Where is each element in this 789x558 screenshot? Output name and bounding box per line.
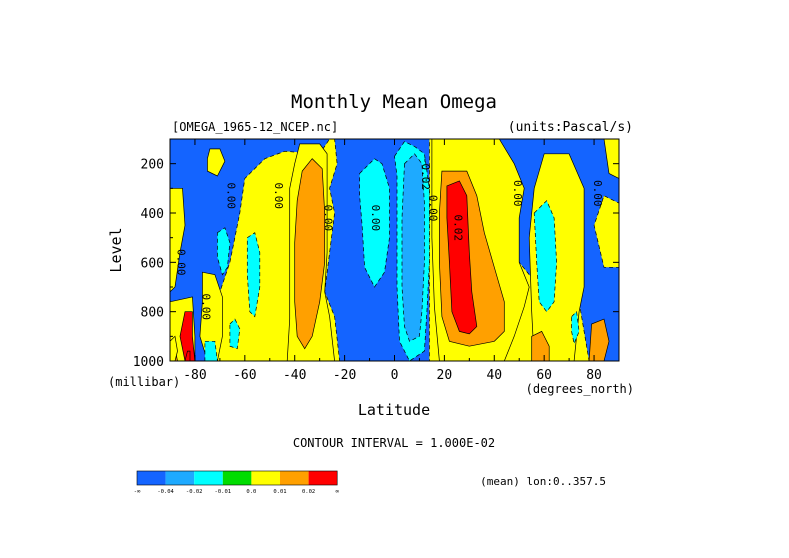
y-axis-ticks: 200 400 600 800 1000 [133, 138, 619, 370]
legend-swatch [280, 471, 309, 485]
y-tick-label: 600 [141, 256, 164, 271]
legend-label: 0.0 [246, 489, 256, 495]
contour-region [207, 148, 226, 177]
contour-label: 0.00 [369, 205, 382, 232]
contour-region [359, 158, 390, 288]
x-tick-label: -60 [233, 368, 256, 383]
contour-region [531, 330, 550, 361]
legend-label: 0.01 [273, 489, 286, 495]
y-tick-label: 1000 [133, 355, 164, 370]
contour-label: 0.00 [272, 182, 285, 209]
legend-label: -0.01 [215, 489, 232, 495]
contour-region [170, 187, 186, 293]
legend-label: -∞ [134, 489, 141, 495]
y-axis-unit: (millibar) [108, 375, 180, 389]
contour-label: 0.00 [224, 182, 237, 209]
legend-swatch [222, 471, 252, 485]
x-tick-label: 80 [586, 368, 602, 383]
x-tick-label: -40 [283, 368, 306, 383]
contour-region [603, 139, 619, 179]
contour-region [533, 200, 557, 313]
units-label: (units:Pascal/s) [508, 120, 633, 135]
contour-label: 0.00 [511, 180, 524, 207]
x-tick-label: 20 [437, 368, 453, 383]
x-tick-label: 40 [486, 368, 502, 383]
contour-region [401, 153, 425, 342]
y-tick-label: 400 [141, 207, 164, 222]
contour-region [184, 350, 191, 361]
y-tick-label: 200 [141, 158, 164, 173]
x-tick-label: 60 [536, 368, 552, 383]
contour-region [204, 340, 218, 361]
contour-label: 0.00 [199, 293, 212, 320]
legend-swatch [165, 471, 195, 485]
x-tick-label: -80 [183, 368, 206, 383]
x-tick-label: -20 [333, 368, 356, 383]
x-axis-ticks: -80 -60 -40 -20 0 20 40 60 80 [169, 139, 620, 383]
legend-swatch [137, 471, 166, 485]
contour-region [217, 227, 231, 276]
legend-swatch [251, 471, 280, 485]
contour-region [199, 271, 223, 361]
contour-region [246, 232, 261, 318]
legend-label: ∞ [336, 489, 340, 495]
chart-title: Monthly Mean Omega [291, 91, 497, 113]
contour-region [179, 311, 196, 361]
contour-label: -0.02 [419, 157, 432, 190]
y-tick-label: 800 [141, 306, 164, 321]
contour-label: 0.00 [322, 205, 335, 232]
contour-region [446, 180, 478, 335]
contour-regions [170, 139, 619, 361]
contour-region [170, 335, 178, 361]
subset-label: (mean) lon:0..357.5 [480, 475, 606, 488]
x-axis-title: Latitude [358, 401, 430, 419]
contour-region [229, 318, 241, 350]
contour-interval-label: CONTOUR INTERVAL = 1.000E-02 [293, 436, 495, 450]
legend-label: -0.04 [157, 489, 174, 495]
y-axis-title: Level [107, 227, 125, 272]
legend-swatch [194, 471, 223, 485]
legend-swatch [308, 471, 338, 485]
dataset-label: [OMEGA_1965-12_NCEP.nc] [172, 120, 338, 134]
contour-label: 0.02 [451, 215, 464, 242]
legend-frame [136, 470, 338, 486]
color-legend: -∞ -0.04 -0.02 -0.01 0.0 0.01 0.02 ∞ [134, 470, 340, 495]
legend-label: -0.02 [186, 489, 203, 495]
x-tick-label: 0 [391, 368, 399, 383]
contour-region [571, 310, 580, 345]
contour-label: 0.00 [175, 249, 188, 276]
contour-label: 0.00 [426, 195, 439, 222]
legend-label: 0.02 [302, 489, 315, 495]
contour-label: 0.00 [591, 180, 604, 207]
contour-labels: 0.00 0.00 0.00 0.00 0.00 0.00 0.00 -0.02 0.02 0.0… [175, 157, 605, 320]
contour-region [294, 158, 326, 350]
contour-region [588, 318, 610, 361]
x-axis-unit: (degrees_north) [526, 382, 634, 396]
